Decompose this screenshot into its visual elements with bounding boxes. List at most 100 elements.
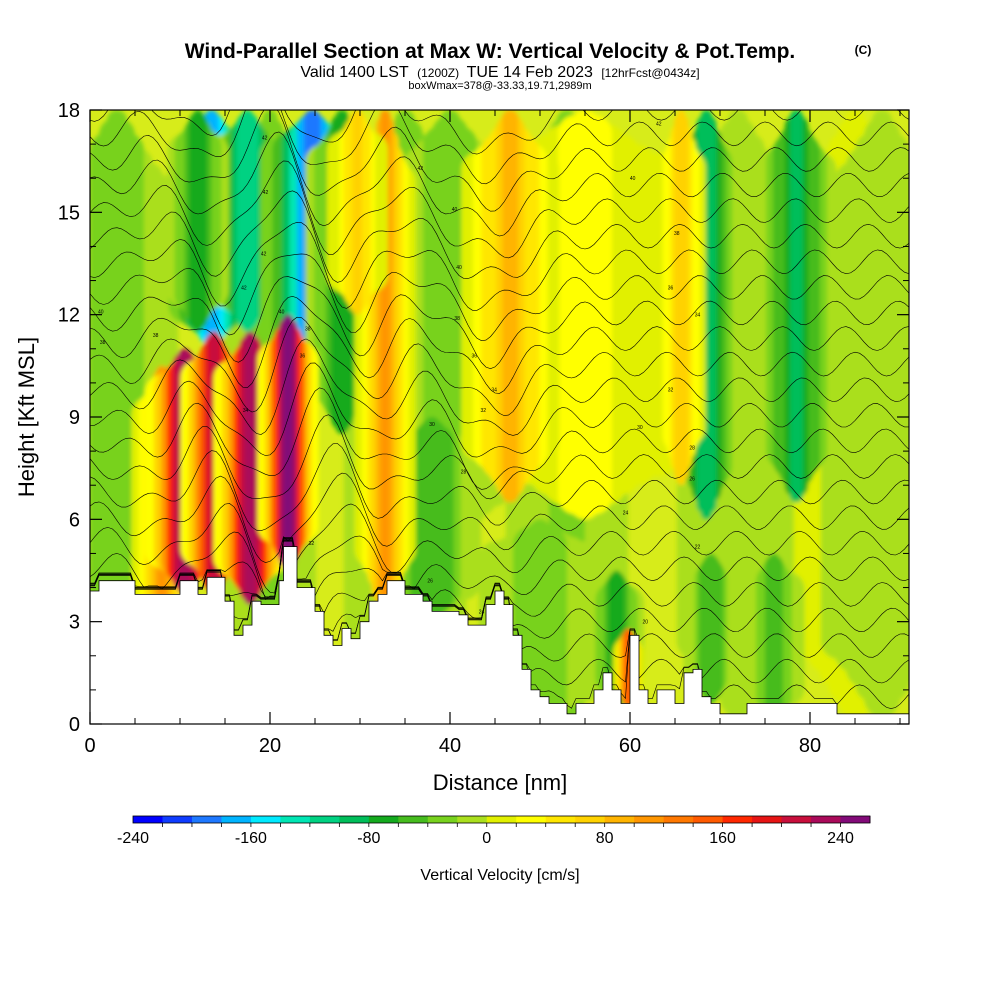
- contour-label: 34: [491, 388, 497, 394]
- x-axis-title: Distance [nm]: [433, 770, 568, 795]
- box-info: boxWmax=378@-33.33,19.71,2989m: [408, 80, 591, 92]
- contour-label: 42: [263, 190, 269, 196]
- colorbar-swatch: [752, 816, 783, 823]
- x-tick-label: 40: [439, 735, 461, 757]
- updraft-cell: [283, 314, 293, 571]
- x-tick-label: 20: [259, 735, 281, 757]
- colorbar-swatch: [368, 816, 399, 823]
- isentrope-line: [90, 362, 909, 458]
- contour-label: 42: [241, 285, 247, 291]
- isentrope-line: [90, 503, 909, 594]
- isentrope-line: [90, 443, 909, 532]
- isentrope-line: [90, 538, 909, 619]
- isentrope-line: [90, 131, 909, 237]
- isentrope-line: [90, 414, 909, 500]
- contour-label: 36: [668, 285, 674, 291]
- chart-subtitle: Valid 1400 LST (1200Z) TUE 14 Feb 2023 […: [300, 64, 699, 81]
- copyright-mark: (C): [855, 43, 872, 57]
- contour-label: 34: [695, 313, 701, 319]
- colorbar-label: 80: [596, 830, 614, 847]
- colorbar-title: Vertical Velocity [cm/s]: [420, 867, 579, 884]
- isentrope-line: [90, 387, 909, 490]
- y-tick-label: 12: [58, 305, 80, 327]
- chart-title: Wind-Parallel Section at Max W: Vertical…: [185, 40, 796, 63]
- contour-label: 32: [309, 541, 315, 547]
- contour-label: 38: [100, 340, 106, 346]
- contour-label: 22: [695, 545, 701, 551]
- colorbar-swatch: [663, 816, 694, 823]
- velocity-band: [769, 553, 779, 724]
- colorbar-label: -240: [117, 830, 149, 847]
- contour-label: 28: [689, 446, 695, 452]
- contour-label: 40: [456, 265, 462, 271]
- plot-area: 42 42 42 42 40 40 38 38 36 38 34 42 40 40 38 36 32 34 30 28…: [90, 110, 909, 724]
- y-tick-label: 6: [69, 509, 80, 531]
- contour-label: 20: [643, 620, 649, 626]
- isentrope-line: [90, 295, 909, 394]
- colorbar-swatch: [516, 816, 547, 823]
- contour-label: 36: [300, 354, 306, 360]
- colorbar-label: -80: [357, 830, 380, 847]
- isentrope-line: [90, 110, 909, 212]
- contour-label: 40: [98, 309, 104, 315]
- updraft-cell: [677, 110, 686, 486]
- contour-label: 26: [427, 579, 433, 585]
- velocity-band: [872, 110, 892, 724]
- downdraft-cell: [790, 110, 803, 503]
- y-axis-title: Height [Kft MSL]: [14, 337, 39, 497]
- contour-label: 38: [674, 231, 680, 237]
- colorbar-swatch: [133, 816, 163, 823]
- y-tick-label: 0: [69, 714, 80, 736]
- contour-label: 38: [305, 326, 311, 332]
- downdraft-cell: [241, 110, 254, 332]
- colorbar-swatch: [221, 816, 252, 823]
- colorbar-swatch: [545, 816, 576, 823]
- updraft-cell: [244, 331, 257, 605]
- isentrope-line: [90, 190, 909, 283]
- contour-labels: 42 42 42 42 40 40 38 38 36 38 34 42 40 40 38 36 32 34 30 28…: [98, 122, 700, 626]
- contour-label: 40: [279, 309, 285, 315]
- colorbar-swatch: [457, 816, 488, 823]
- colorbar-swatch: [339, 816, 370, 823]
- colorbar-label: 160: [709, 830, 736, 847]
- colorbar-swatch: [191, 816, 222, 823]
- colorbar-swatch: [427, 816, 458, 823]
- contour-label: 30: [429, 422, 435, 428]
- contour-label: 24: [623, 511, 629, 517]
- contour-label: 34: [243, 408, 249, 414]
- contour-label: 32: [481, 408, 487, 414]
- isentrope-line: [90, 253, 909, 342]
- colorbar-swatch: [250, 816, 281, 823]
- contour-label: 38: [454, 316, 460, 322]
- terrain-mask: [90, 546, 909, 724]
- y-tick-label: 15: [58, 202, 80, 224]
- velocity-field: [90, 110, 909, 724]
- colorbar-swatch: [280, 816, 311, 823]
- downdraft-cell: [424, 417, 440, 622]
- colorbar-swatch: [486, 816, 517, 823]
- colorbar-swatch: [634, 816, 665, 823]
- isentrope-line: [90, 316, 909, 416]
- x-tick-label: 80: [799, 735, 821, 757]
- isentrope-line: [90, 338, 909, 436]
- y-tick-label: 3: [69, 612, 80, 634]
- contour-label: 24: [479, 609, 485, 615]
- colorbar-swatch: [840, 816, 871, 823]
- isentrope-line: [90, 160, 909, 259]
- y-tick-label: 9: [69, 407, 80, 429]
- colorbar-swatch: [575, 816, 606, 823]
- isentrope-line: [90, 221, 909, 311]
- contour-label: 40: [630, 176, 636, 182]
- y-tick-label: 18: [58, 100, 80, 122]
- x-tick-label: 60: [619, 735, 641, 757]
- colorbar-swatch: [811, 816, 842, 823]
- downdraft-cell: [706, 553, 716, 704]
- contour-label: 36: [472, 354, 478, 360]
- colorbar-swatch: [781, 816, 812, 823]
- potential-temperature-contours: [90, 110, 909, 709]
- colorbar-label: 240: [827, 830, 854, 847]
- colorbar-label: -160: [235, 830, 267, 847]
- contour-label: 30: [637, 425, 643, 431]
